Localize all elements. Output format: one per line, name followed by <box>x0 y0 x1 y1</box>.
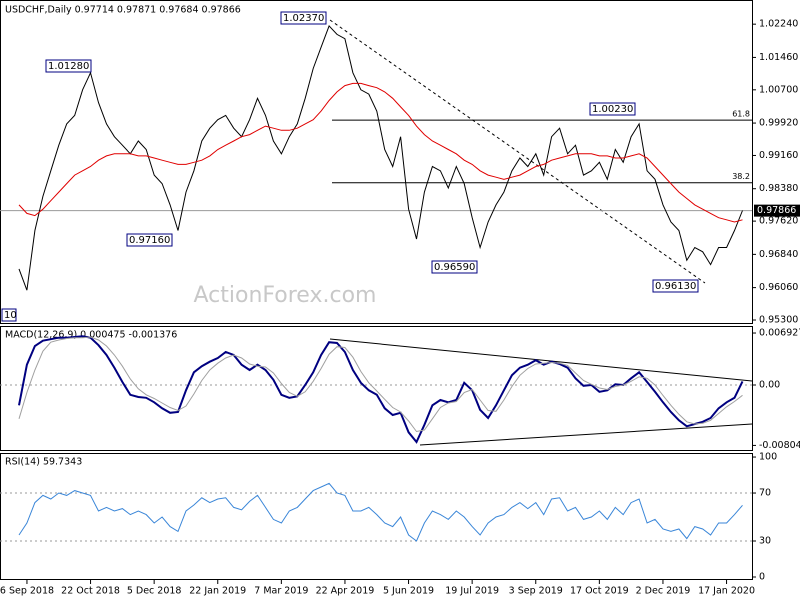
price-panel <box>0 0 753 324</box>
y-tick-label: 0.98380 <box>759 183 798 194</box>
annotation-box <box>126 233 173 247</box>
annotation-box <box>280 11 327 25</box>
annotation: 0.96130 <box>655 281 696 292</box>
series-line <box>18 24 743 291</box>
annotation: 1.01280 <box>48 61 89 72</box>
annotation-box <box>431 260 478 274</box>
x-tick-label: 2 Dec 2019 <box>636 586 691 597</box>
y-tick-label: 0.00 <box>759 380 780 391</box>
price-title: USDCHF,Daily 0.97714 0.97871 0.97684 0.9… <box>5 5 241 16</box>
x-tick-label: 5 Jun 2019 <box>383 586 434 597</box>
annotation-box <box>1 308 17 322</box>
x-tick-label: 5 Dec 2018 <box>127 586 182 597</box>
x-tick-label: 7 Mar 2019 <box>254 586 308 597</box>
y-tick-label: 100 <box>759 452 777 463</box>
y-tick-label: 0.99920 <box>759 118 798 129</box>
series-line <box>18 82 743 223</box>
y-tick-label: 0.99160 <box>759 150 798 161</box>
watermark: ActionForex.com <box>194 283 377 308</box>
last-price-label: 0.97866 <box>757 205 796 216</box>
annotation: 1.00230 <box>592 104 633 115</box>
y-tick-label: 0 <box>759 572 765 583</box>
annotation: 0.96590 <box>434 262 475 273</box>
trend-line <box>329 338 753 382</box>
trend-line <box>329 19 706 284</box>
y-tick-label: 0.96060 <box>759 282 798 293</box>
series-line <box>18 335 744 444</box>
x-tick-label: 22 Jan 2019 <box>189 586 246 597</box>
fib-label: 38.2 <box>732 172 750 181</box>
annotation-box <box>45 59 92 73</box>
annotation: 10 <box>4 310 17 321</box>
series-line <box>18 482 743 542</box>
macd-title: MACD(12,26,9) 0.000475 -0.001376 <box>5 330 177 341</box>
y-tick-label: 30 <box>759 536 771 547</box>
y-tick-label: 0.96840 <box>759 249 798 260</box>
y-tick-label: 1.01460 <box>759 52 798 63</box>
y-tick-label: 0.006927 <box>759 328 800 339</box>
rsi-title: RSI(14) 59.7343 <box>5 457 82 468</box>
x-tick-label: 3 Sep 2019 <box>509 586 563 597</box>
trend-line <box>419 423 753 446</box>
y-tick-label: -0.008049 <box>759 440 800 451</box>
x-tick-label: 17 Jan 2020 <box>698 586 755 597</box>
x-tick-label: 22 Oct 2018 <box>61 586 120 597</box>
y-tick-label: 0.97620 <box>759 216 798 227</box>
x-tick-label: 17 Oct 2019 <box>570 586 629 597</box>
last-price-box <box>754 204 800 217</box>
annotation: 0.97160 <box>129 235 170 246</box>
annotation: 1.02370 <box>283 13 324 24</box>
x-tick-label: 22 Apr 2019 <box>316 586 375 597</box>
annotation-box <box>652 279 699 293</box>
y-tick-label: 0.95300 <box>759 315 798 326</box>
annotation-box <box>589 102 636 116</box>
x-tick-label: 19 Jul 2019 <box>445 586 499 597</box>
rsi-panel <box>0 453 753 580</box>
y-tick-label: 70 <box>759 488 771 499</box>
fib-label: 61.8 <box>732 110 750 119</box>
x-tick-label: 6 Sep 2018 <box>0 586 54 597</box>
series-line <box>18 336 743 433</box>
y-tick-label: 1.02240 <box>759 19 798 30</box>
y-tick-label: 1.00700 <box>759 84 798 95</box>
macd-panel <box>0 326 753 451</box>
